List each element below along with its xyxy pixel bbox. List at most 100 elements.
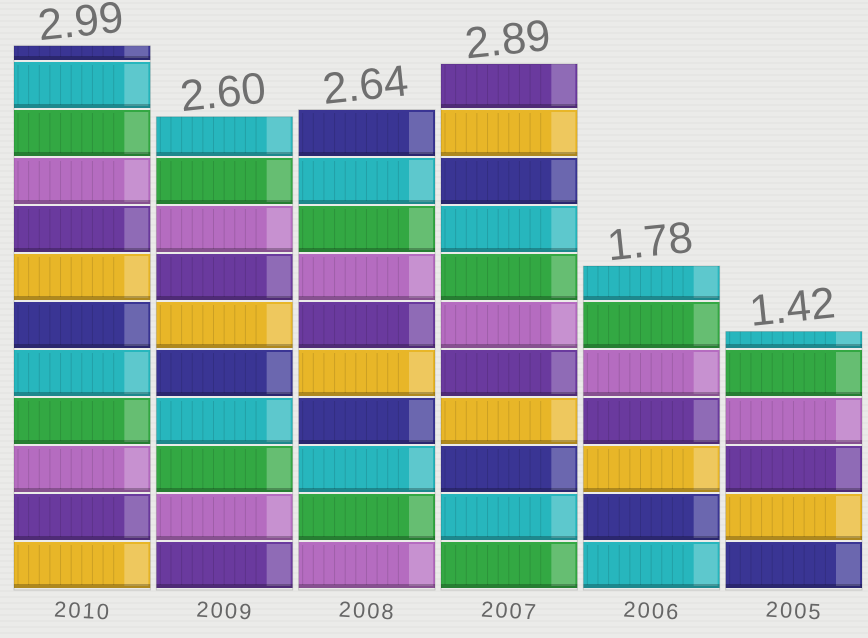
container-shade: [441, 104, 578, 108]
container: [725, 350, 862, 396]
x-tick-label: 2005: [765, 597, 823, 625]
container-shade: [441, 344, 578, 348]
container: [725, 494, 862, 540]
container-door: [836, 544, 860, 586]
container-door: [551, 160, 576, 202]
container-shade: [298, 296, 435, 300]
container: [156, 158, 293, 204]
container-shade: [14, 392, 151, 396]
container-shade: [14, 56, 151, 60]
container-door: [836, 400, 860, 442]
container-shade: [14, 296, 151, 300]
container: [583, 542, 720, 588]
container: [298, 494, 435, 540]
value-label: 2.64: [320, 56, 410, 114]
container-shade: [14, 440, 151, 444]
container: [14, 302, 151, 348]
container-shade: [14, 152, 151, 156]
container-door: [409, 256, 433, 298]
container: [14, 398, 151, 444]
bar: [440, 63, 578, 591]
container: [14, 206, 151, 252]
container-door: [551, 544, 576, 586]
container: [441, 158, 578, 204]
value-label: 2.60: [178, 64, 268, 122]
container-shade: [298, 200, 435, 204]
container: [298, 158, 435, 204]
container-shade: [156, 248, 293, 252]
container: [583, 446, 720, 492]
value-label: 1.42: [747, 278, 837, 336]
bar: [298, 109, 436, 591]
container-shade: [441, 296, 578, 300]
container-door: [124, 544, 149, 586]
container-door: [266, 352, 291, 394]
container-shade: [156, 440, 293, 444]
container-shade: [156, 488, 293, 492]
container-door: [266, 448, 291, 490]
container-door: [409, 448, 433, 490]
container: [725, 398, 862, 444]
container-shade: [298, 536, 435, 540]
container-shade: [583, 392, 720, 396]
container-door: [693, 496, 718, 538]
container: [725, 446, 862, 492]
bar: [155, 116, 294, 591]
container: [298, 206, 435, 252]
container-door: [124, 400, 149, 442]
container-stack: [298, 110, 435, 588]
container: [298, 302, 435, 348]
container-shade: [441, 440, 578, 444]
container: [298, 398, 435, 444]
x-tick-label: 2010: [53, 597, 111, 625]
container: [725, 542, 862, 588]
container-door: [124, 496, 149, 538]
container-shade: [298, 152, 435, 156]
bar: [582, 265, 721, 591]
container: [298, 350, 435, 396]
container: [298, 446, 435, 492]
container: [583, 350, 720, 396]
x-tick-label: 2009: [196, 597, 254, 625]
container: [298, 542, 435, 588]
container: [583, 398, 720, 444]
container-door: [409, 160, 433, 202]
container-shade: [14, 248, 151, 252]
container-door: [409, 544, 433, 586]
container-door: [693, 352, 718, 394]
container-shade: [298, 344, 435, 348]
container: [156, 446, 293, 492]
container-shade: [725, 392, 862, 396]
container: [441, 542, 578, 588]
container: [583, 494, 720, 540]
container-stack: [583, 266, 720, 588]
container-shade: [725, 488, 862, 492]
container: [14, 110, 151, 156]
container-door: [551, 496, 576, 538]
container-shade: [14, 344, 151, 348]
container-door: [124, 208, 149, 250]
container-door: [836, 496, 860, 538]
container-shade: [14, 584, 151, 588]
container-shade: [583, 488, 720, 492]
container-shade: [441, 536, 578, 540]
container-door: [266, 400, 291, 442]
container: [441, 206, 578, 252]
container-door: [551, 208, 576, 250]
container-door: [693, 544, 718, 586]
container-shade: [156, 200, 293, 204]
container-door: [409, 304, 433, 346]
value-label: 1.78: [605, 213, 695, 271]
container-door: [124, 352, 149, 394]
container-shade: [14, 488, 151, 492]
container-door: [266, 304, 291, 346]
container: [156, 542, 293, 588]
container-stack: [441, 64, 578, 588]
container-door: [124, 112, 149, 154]
container: [441, 110, 578, 156]
container-shade: [156, 152, 293, 156]
container: [156, 206, 293, 252]
container-shade: [583, 344, 720, 348]
container-shade: [441, 488, 578, 492]
container-shade: [156, 344, 293, 348]
